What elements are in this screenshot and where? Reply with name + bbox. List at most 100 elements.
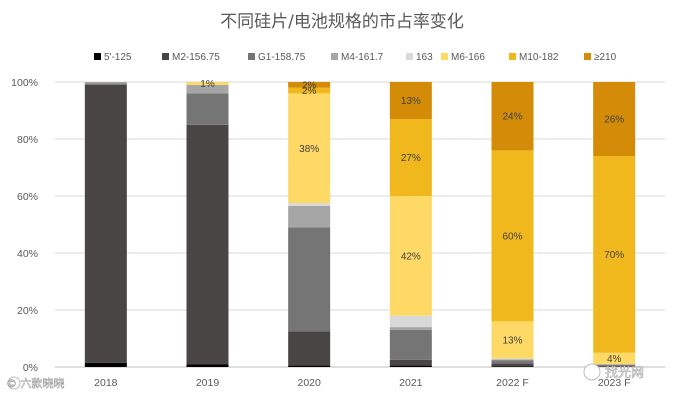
x-tick-label: 2018 — [94, 377, 118, 389]
x-tick-label: 2020 — [297, 377, 321, 389]
bar-segment — [186, 124, 229, 365]
legend-swatch — [441, 53, 448, 60]
bar-segment — [593, 156, 636, 353]
bar-segment — [593, 366, 636, 367]
data-label: 2% — [302, 86, 317, 97]
bar-segment — [288, 82, 331, 88]
x-tick-label: 2021 — [399, 377, 423, 389]
bar-segment — [288, 93, 331, 204]
watermark-right-text: 找光网 — [605, 366, 644, 381]
bar-segment — [389, 327, 432, 330]
bar-segment — [84, 82, 127, 84]
data-label: 1% — [200, 79, 215, 90]
data-label: 13% — [401, 96, 421, 107]
x-axis: 2018 2019 2020 2021 2022 F 2023 F — [94, 377, 630, 389]
bar-segment — [491, 359, 534, 361]
data-label: 42% — [401, 251, 421, 262]
data-label: 13% — [502, 335, 522, 346]
chart-title: 不同硅片/电池规格的市占率变化 — [220, 12, 464, 32]
legend-label: M10-182 — [519, 52, 559, 63]
legend-label: M6-166 — [451, 52, 485, 63]
bar-segment — [186, 93, 229, 125]
legend-label: G1-158.75 — [258, 52, 306, 63]
bar-segment — [186, 364, 229, 367]
legend-item: 5'-125 — [94, 52, 132, 63]
bar-segment — [389, 82, 432, 120]
y-tick-label: 0% — [23, 362, 38, 374]
legend-item: M6-166 — [441, 52, 485, 63]
data-label: 26% — [604, 115, 624, 126]
legend-item: G1-158.75 — [248, 52, 306, 63]
y-tick-label: 60% — [17, 191, 38, 203]
y-tick-label: 40% — [17, 248, 38, 260]
watermark-right: 找光网 — [583, 363, 644, 381]
legend-label: M4-161.7 — [341, 52, 384, 63]
bar-segment — [491, 321, 534, 359]
bar-segment — [593, 364, 636, 365]
legend-swatch — [406, 53, 413, 60]
bar-segment — [491, 363, 534, 367]
bar-segment — [491, 360, 534, 364]
data-label: 2% — [302, 80, 317, 91]
legend-item: M4-161.7 — [331, 52, 384, 63]
bar-segment — [186, 84, 229, 94]
bar-segment — [84, 83, 127, 85]
bar-segment — [84, 84, 127, 363]
legend-label: 5'-125 — [104, 52, 132, 63]
legend-item: ≥210 — [584, 52, 617, 63]
legend-swatch — [331, 53, 338, 60]
legend-item: 163 — [406, 52, 433, 63]
legend-label: 163 — [416, 52, 433, 63]
bar-segment — [593, 82, 636, 157]
bar-segment — [84, 362, 127, 367]
bar-segment — [491, 366, 534, 367]
bar-segment — [389, 329, 432, 360]
bar-segment — [389, 119, 432, 196]
legend-swatch — [94, 53, 101, 60]
bar-segment — [288, 87, 331, 94]
data-label: 60% — [502, 231, 522, 242]
gridlines — [55, 81, 665, 368]
bar-segment — [288, 205, 331, 228]
legend-item: M2-156.75 — [162, 52, 220, 63]
bar-segment — [288, 365, 331, 367]
bar-segment — [288, 331, 331, 366]
legend-item: M10-182 — [509, 52, 559, 63]
x-tick-label: 2023 F — [598, 377, 631, 389]
bar-segment — [389, 365, 432, 367]
bar-segment — [491, 358, 534, 360]
y-tick-label: 100% — [11, 77, 38, 89]
legend: 5'-125 M2-156.75 G1-158.75 M4-161.7 163 M6-16… — [94, 52, 617, 63]
bar-segment — [593, 352, 636, 365]
data-label: 70% — [604, 250, 624, 261]
data-label: 24% — [502, 112, 522, 123]
bar-segment — [491, 150, 534, 322]
data-label: 27% — [401, 153, 421, 164]
y-tick-label: 20% — [17, 305, 38, 317]
bar-segment — [389, 359, 432, 366]
y-axis: 0% 20% 40% 60% 80% 100% — [11, 77, 38, 374]
legend-label: ≥210 — [594, 52, 617, 63]
data-label: 4% — [607, 354, 622, 365]
legend-swatch — [248, 53, 255, 60]
bar-segment — [288, 203, 331, 206]
bar-segment — [389, 196, 432, 316]
data-label: 38% — [299, 144, 319, 155]
bar-segment — [389, 315, 432, 328]
legend-swatch — [162, 53, 169, 60]
data-labels: 1% 38% 2%2% 42% 27% 13% 13% 60% 24% 4% 70% 26% — [200, 79, 624, 365]
x-tick-label: 2019 — [196, 377, 220, 389]
bar-segment — [288, 227, 331, 332]
y-tick-label: 80% — [17, 134, 38, 146]
watermark-left-text: © 六款晓晓 — [6, 376, 65, 390]
legend-swatch — [584, 53, 591, 60]
watermark-left: © 六款晓晓 — [6, 376, 65, 391]
bar-segment — [186, 82, 229, 85]
legend-swatch — [509, 53, 516, 60]
bar-segment — [491, 82, 534, 151]
legend-label: M2-156.75 — [172, 52, 220, 63]
bar-segment — [593, 364, 636, 367]
x-tick-label: 2022 F — [496, 377, 529, 389]
bars — [84, 82, 636, 367]
